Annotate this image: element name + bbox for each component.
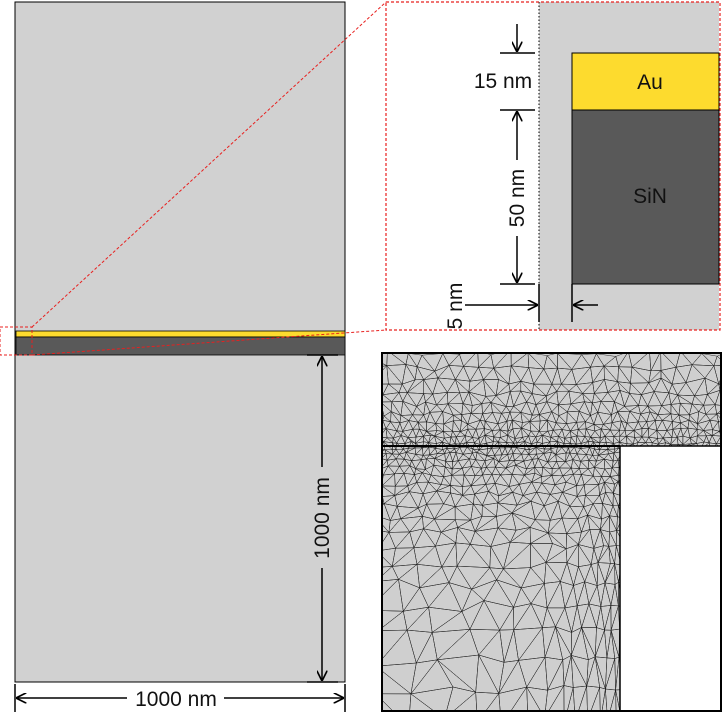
- width-dimension-label: 1000 nm: [135, 688, 217, 711]
- inset-zoom-outline: [385, 1, 721, 331]
- full-domain-panel: [0, 1, 346, 683]
- gap-label: 5 nm: [444, 283, 467, 330]
- sin-label: SiN: [633, 185, 667, 208]
- mesh-void: [620, 446, 721, 711]
- au-thickness-label: 15 nm: [474, 70, 532, 93]
- au-thickness-dimension: [500, 24, 535, 137]
- gap-dimension: [465, 284, 598, 322]
- sin-thickness-dimension: [500, 137, 535, 285]
- sin-thickness-label: 50 nm: [506, 169, 529, 227]
- height-dimension: 1000 nm: [307, 354, 338, 683]
- mesh-panel: [381, 352, 722, 712]
- gold-layer: [15, 330, 346, 338]
- zoom-inset-panel: Au SiN 15 nm 50 nm 5 nm: [385, 1, 721, 331]
- inset-sin-block: [571, 109, 720, 285]
- mesh-frame: [381, 352, 722, 712]
- inset-gold-block: [571, 52, 720, 111]
- width-dimension: 1000 nm: [14, 684, 346, 712]
- zoom-connectors: [31, 1, 387, 356]
- au-label: Au: [637, 71, 663, 94]
- mesh-triangles: [382, 353, 721, 711]
- zoom-region-box: [0, 326, 33, 356]
- sin-layer: [15, 336, 346, 356]
- height-dimension-label: 1000 nm: [311, 477, 334, 559]
